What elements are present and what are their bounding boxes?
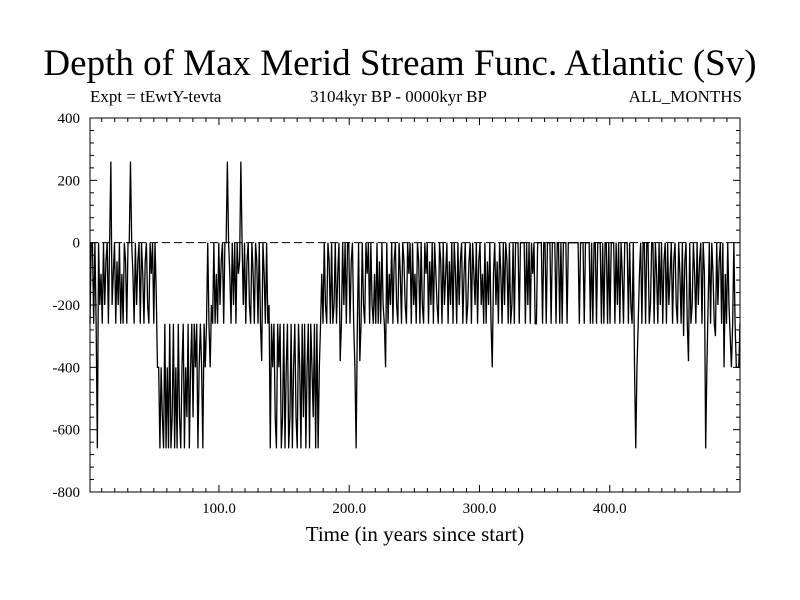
y-tick-label: -600 xyxy=(53,423,81,439)
y-tick-label: -200 xyxy=(53,298,81,314)
experiment-label: Expt = tEwtY-tevta xyxy=(90,87,222,106)
y-tick-label: 200 xyxy=(58,173,81,189)
y-tick-label: 400 xyxy=(58,111,81,127)
y-tick-label: -800 xyxy=(53,485,81,501)
period-label: 3104kyr BP - 0000kyr BP xyxy=(310,87,487,106)
chart-title: Depth of Max Merid Stream Func. Atlantic… xyxy=(43,43,757,84)
x-tick-label: 100.0 xyxy=(202,501,236,517)
x-axis-label: Time (in years since start) xyxy=(306,522,525,546)
y-tick-label: -400 xyxy=(53,360,81,376)
y-tick-label: 0 xyxy=(73,236,81,252)
x-tick-label: 300.0 xyxy=(463,501,497,517)
series-line xyxy=(89,161,741,449)
x-tick-label: 200.0 xyxy=(332,501,366,517)
x-tick-label: 400.0 xyxy=(593,501,627,517)
months-label: ALL_MONTHS xyxy=(628,87,742,106)
